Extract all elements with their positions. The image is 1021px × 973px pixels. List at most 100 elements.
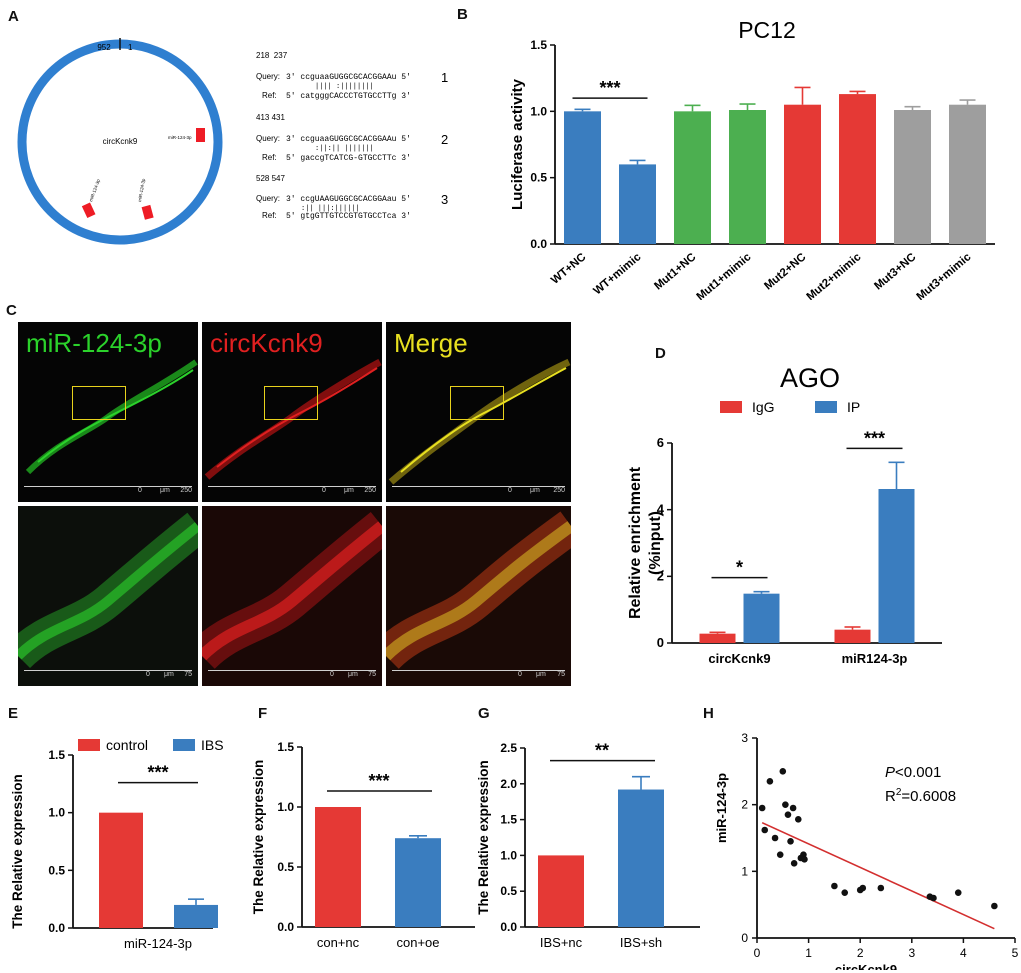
scale-start: 0 [508,487,512,494]
scale-bar: 0 μm 75 [392,670,565,682]
significance-stars: *** [147,763,168,783]
circrna-name: circKcnk9 [103,137,138,146]
x-tick-label: Mut1+mimic [695,251,754,300]
legend-label: IgG [752,399,775,415]
bar [949,104,986,244]
chart-title: AGO [780,363,840,393]
x-axis-label: circKcnk9 [835,962,897,970]
significance-stars: *** [599,78,620,98]
x-tick-label: Mut2+mimic [805,251,864,300]
chart-d-ago: 0 2 4 6 AGO IgG IP Relative enrichment (%input) c… [627,363,942,666]
alignment-number: 2 [441,132,448,147]
x-tick-label: WT+mimic [591,251,643,298]
y-tick-label: 0.0 [500,920,517,934]
x-tick-label: 5 [1012,946,1019,960]
bar [699,633,736,643]
alignment-2: 413 431 Query: 3' ccguaaGUGGCGCACGGAAu 5… [256,113,448,163]
panel-label-d: D [655,345,666,362]
bar [174,904,218,928]
chart-title: PC12 [738,17,796,43]
binding-site-2 [81,202,96,219]
y-axis-label: (%input) [647,511,664,575]
bar [894,110,931,244]
y-tick-label: 3 [741,731,748,745]
y-tick-label: 2.5 [500,741,517,755]
panel-label-h: H [703,705,714,722]
x-tick-label: Mut3+NC [872,251,918,292]
legend-swatch [815,401,837,413]
r-squared-annotation: R2=0.6008 [885,787,956,805]
y-tick-label: 0 [741,931,748,945]
y-tick-label: 0.0 [530,237,547,251]
significance-stars: ** [595,741,609,761]
alignment-ref-seq: 5' gtgGTTGTCCGTGTGCCTca 3' [286,212,411,220]
data-point [787,838,794,845]
y-tick-label: 6 [657,435,664,450]
y-axis-label: The Relative expression [10,774,25,929]
bar [743,593,780,643]
data-point [794,816,802,823]
bar [618,789,664,927]
x-tick-label: circKcnk9 [708,651,770,666]
x-tick-label: con+oe [396,935,439,950]
alignment-match-lines: |||| :|||||||| [315,83,374,91]
y-tick-label: 1.5 [500,813,517,827]
y-axis-label: Relative enrichment [627,466,644,619]
panel-label-a: A [8,8,19,25]
alignment-ref-label: Ref: [262,211,277,220]
bar [839,94,876,244]
data-point [954,889,962,896]
scale-unit: μm [164,671,174,678]
alignment-query-label: Query: [256,194,280,203]
data-point [782,801,789,808]
x-tick-label: 1 [805,946,812,960]
legend-swatch [78,739,100,751]
data-point [784,811,792,818]
alignment-query-seq: 3' ccguaaGUGGCGCACGGAAu 5' [286,135,411,144]
y-tick-label: 2 [657,568,664,583]
data-point [831,882,838,890]
tissue-stripe [25,359,198,475]
scale-end: 250 [180,487,192,494]
bar [878,489,915,643]
x-tick-label: con+nc [317,935,360,950]
legend-label: control [106,737,148,753]
x-tick-label: Mut2+NC [762,251,808,292]
legend-label: IP [847,399,860,415]
channel-label-circ: circKcnk9 [210,328,323,358]
scale-bar: 0 μm 75 [24,670,192,682]
y-tick-label: 0 [657,635,664,650]
data-point [789,804,797,812]
scale-unit: μm [160,487,170,494]
binding-site-1-label: miR-124-3p [168,135,192,140]
bar [564,111,601,244]
ring-label-1: 1 [128,43,133,52]
scale-end: 75 [368,671,376,678]
alignment-query-label: Query: [256,72,280,81]
y-axis-label: Luciferase activity [509,78,526,210]
y-tick-label: 0.0 [277,920,294,934]
roi-box [72,386,126,420]
y-tick-label: 1 [741,864,748,878]
y-tick-label: 0.5 [48,863,65,877]
bar [99,812,143,928]
scale-bar: 0 μm 75 [208,670,376,682]
y-tick-label: 0.5 [500,884,517,898]
y-tick-label: 0.0 [48,921,65,935]
legend-label: IBS [201,737,224,753]
tissue-zoom [386,511,571,670]
y-tick-label: 0.5 [277,860,294,874]
data-point [877,884,885,892]
x-tick-label: 2 [857,946,864,960]
panel-label-f: F [258,705,268,722]
alignment-3: 528 547 Query: 3' ccgUAAGUGGCGCACGGAau 5… [256,174,448,220]
scale-unit: μm [348,671,358,678]
x-tick-label: miR124-3p [842,651,908,666]
alignment-number: 3 [441,192,448,207]
panel-a-alignments: 218 237 Query: 3' ccguaaGUGGCGCACGGAAu 5… [256,51,448,220]
bar [784,104,821,244]
alignment-match-lines: :|| |||:|||||| [301,205,360,213]
chart-h-correlation: 0 1 2 3 0 1 2 3 4 5 circKcnk9 miR-124-3p P<0.001 R2=0… [714,731,1019,970]
y-axis-label: The Relative expression [251,760,266,915]
binding-site-1 [196,128,205,142]
